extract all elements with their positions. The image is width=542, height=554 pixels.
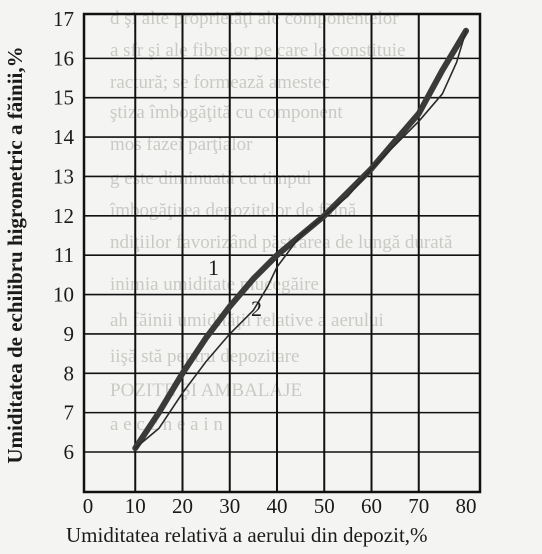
x-axis-label: Umiditatea relativă a aerului din depozi… [66, 523, 428, 547]
background-text-line: POZITE ŞI AMBALAJE [110, 380, 302, 401]
y-tick-label: 8 [64, 361, 75, 385]
y-tick-label: 13 [53, 164, 74, 188]
y-tick-label: 12 [53, 204, 74, 228]
background-text-line: iişă stă pentru depozitare [110, 346, 299, 367]
y-tick-label: 6 [64, 440, 75, 464]
y-tick-label: 16 [53, 46, 74, 70]
x-tick-label: 10 [125, 494, 146, 518]
x-tick-label: 50 [314, 494, 335, 518]
x-tick-label: 80 [456, 494, 477, 518]
series-line-2 [134, 29, 467, 449]
x-tick-labels: 0 10 20 30 40 50 60 70 80 [83, 494, 477, 518]
background-text-line: inimia umiditate mucegăire [110, 274, 319, 295]
y-tick-label: 15 [53, 86, 74, 110]
x-tick-label: 40 [267, 494, 288, 518]
series-lines [132, 27, 469, 452]
y-tick-label: 7 [64, 401, 75, 425]
y-tick-label: 14 [53, 125, 75, 149]
background-text-line: a sfr şi ale fibrelor pe care le constit… [110, 40, 405, 61]
plot-area [82, 12, 482, 494]
y-tick-label: 11 [54, 243, 74, 267]
x-tick-label: 20 [172, 494, 193, 518]
x-tick-label: 60 [361, 494, 382, 518]
background-text-line: a e c c n e a i n [110, 414, 223, 435]
series-label-2: 2 [251, 296, 262, 321]
background-text-line: ractură; se formează amestec [110, 72, 330, 93]
background-text-line: g este diminuată cu timpul [110, 168, 312, 189]
background-text-line: ştiza îmbogăţită cu component [110, 102, 343, 123]
y-axis-label: Umiditatea de echilibru higrometric a fă… [3, 46, 27, 463]
y-tick-label: 10 [53, 283, 74, 307]
x-tick-label: 70 [408, 494, 429, 518]
y-tick-labels: 6 7 8 9 10 11 12 13 14 15 16 17 [53, 7, 75, 464]
background-text-line: ndiţiilor favorizând păstrarea de lungă … [110, 232, 453, 253]
x-tick-label: 0 [83, 494, 94, 518]
y-tick-label: 17 [53, 7, 74, 31]
background-text-line: d şi alte proprietăţi ale componentelor [110, 8, 399, 29]
series-label-1: 1 [208, 255, 219, 280]
background-text-layer: d şi alte proprietăţi ale componentelor a… [109, 8, 453, 435]
background-text-line: ah făinii umidităţii relative a aerului [110, 310, 384, 331]
x-tick-label: 30 [219, 494, 240, 518]
y-tick-label: 9 [64, 322, 75, 346]
